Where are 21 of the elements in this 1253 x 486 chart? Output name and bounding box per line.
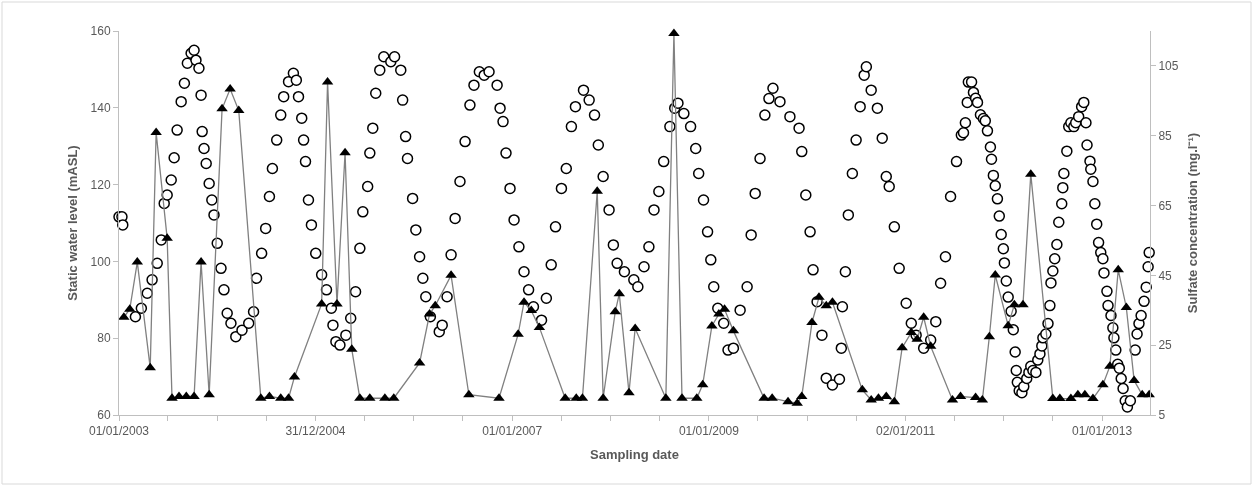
y2-axis-title: Sulfate concentration (mg.l⁻¹) <box>1185 132 1201 314</box>
x-axis-title: Sampling date <box>590 447 679 462</box>
y-tick-label: 60 <box>97 408 111 423</box>
y-tick-label: 160 <box>90 24 111 39</box>
x-tick-label: 31/12/2004 <box>285 424 346 439</box>
y-tick-label: 120 <box>90 177 111 192</box>
y-tick-label: 80 <box>97 331 111 346</box>
x-tick-label: 01/01/2013 <box>1072 424 1133 439</box>
x-tick-label: 02/01/2011 <box>876 424 936 439</box>
x-tick-label: 01/01/2007 <box>482 424 543 439</box>
x-tick-label: 01/01/2009 <box>678 424 740 439</box>
y2-tick-label: 85 <box>1158 128 1173 143</box>
y2-tick-label: 5 <box>1158 408 1166 423</box>
y-axis-title: Static water level (mASL) <box>64 145 80 301</box>
x-tick-label: 01/01/2003 <box>88 424 150 439</box>
y-tick-label: 100 <box>90 254 111 269</box>
y2-tick-label: 105 <box>1158 59 1179 74</box>
y2-tick-label: 25 <box>1158 338 1173 353</box>
y2-tick-label: 45 <box>1158 268 1173 283</box>
y-tick-label: 140 <box>90 101 111 115</box>
y2-tick-label: 65 <box>1158 198 1173 213</box>
